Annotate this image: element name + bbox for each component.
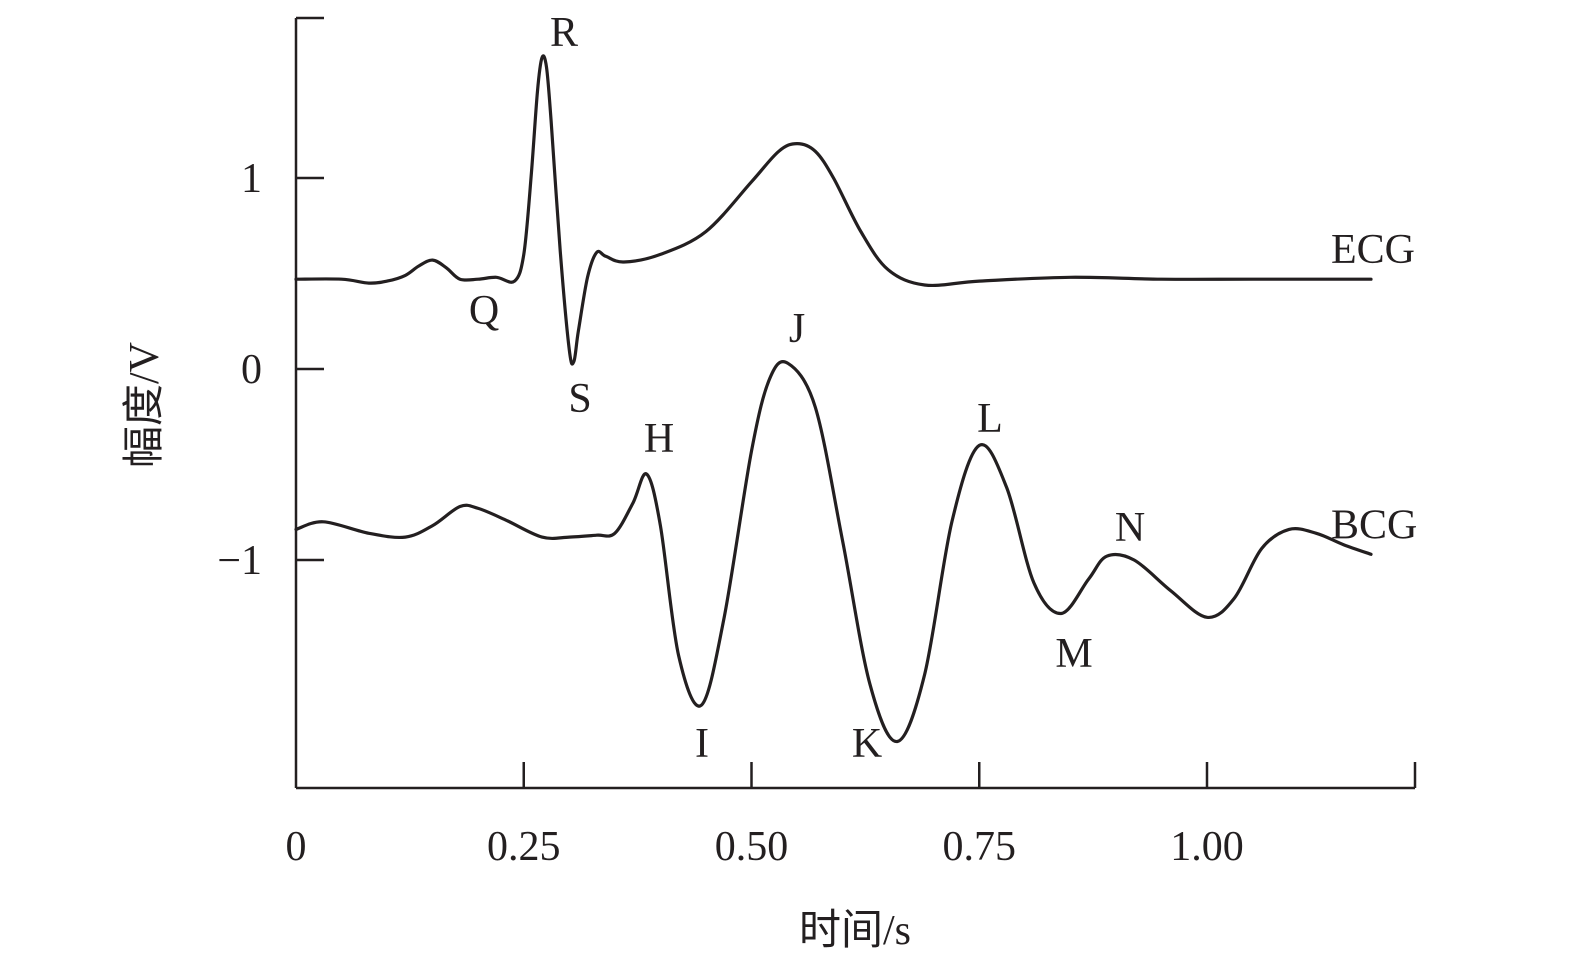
y-tick-label: 1 [241, 156, 262, 202]
peak-label-i: I [695, 721, 709, 767]
peak-label-j: J [789, 306, 805, 352]
peak-label-h: H [644, 416, 674, 462]
y-ticks: 1 0 −1 [217, 156, 324, 584]
x-tick-label: 0.50 [715, 824, 789, 870]
series-line-ecg [294, 54, 1373, 366]
series-label-ecg: ECG [1331, 227, 1415, 273]
peak-label-k: K [852, 721, 882, 767]
y-tick-label: 0 [241, 347, 262, 393]
series-line-bcg [294, 360, 1373, 744]
peak-label-s: S [568, 376, 591, 422]
peak-label-l: L [977, 396, 1003, 442]
series-layer: ECG BCG [294, 54, 1417, 744]
x-axis-title: 时间/s [799, 908, 911, 954]
x-tick-label: 1.00 [1170, 824, 1244, 870]
peak-label-q: Q [469, 288, 499, 334]
peak-label-r: R [550, 10, 578, 56]
x-tick-label: 0.75 [943, 824, 1017, 870]
x-tick-label: 0 [286, 824, 307, 870]
axes [294, 16, 1417, 790]
y-axis-title: 幅度/V [122, 342, 168, 468]
peak-label-n: N [1115, 505, 1145, 551]
x-tick-label: 0.25 [487, 824, 561, 870]
series-label-bcg: BCG [1331, 502, 1417, 548]
y-tick-label: −1 [217, 538, 262, 584]
peak-label-m: M [1055, 631, 1092, 677]
peak-labels: R Q S J H L I K N M [469, 10, 1145, 767]
x-ticks: 0 0.25 0.50 0.75 1.00 [286, 762, 1244, 870]
